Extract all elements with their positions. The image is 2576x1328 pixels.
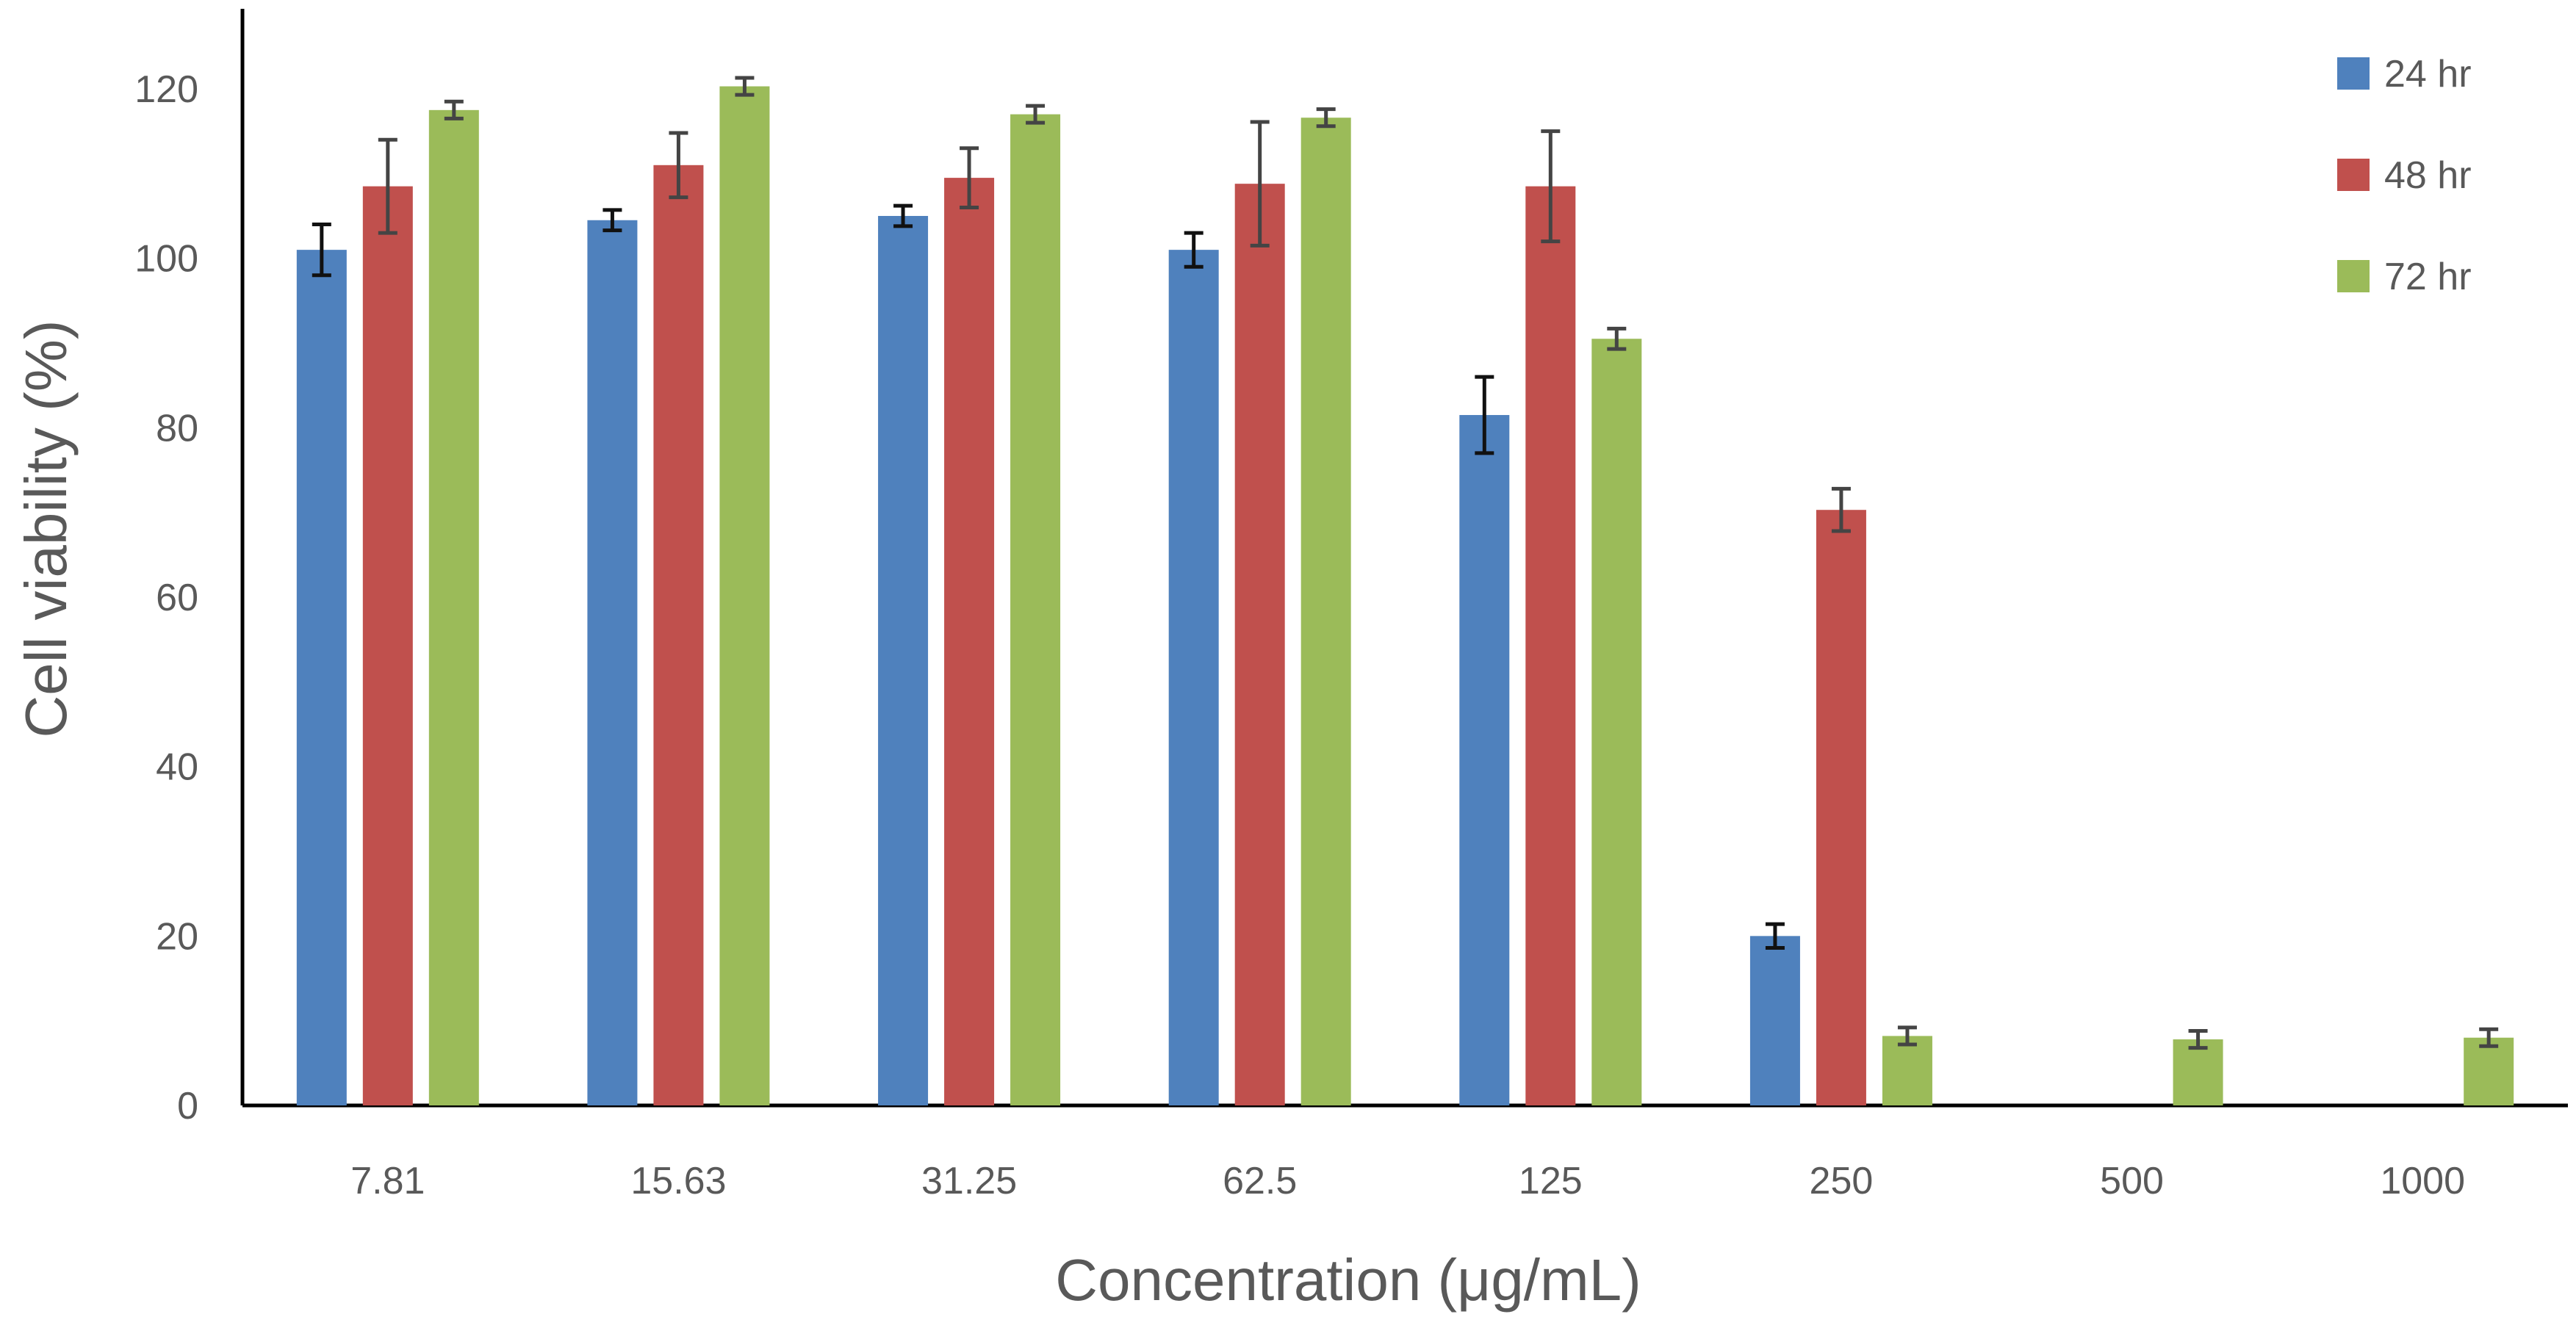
error-bar xyxy=(2188,1029,2208,1050)
error-bars xyxy=(312,76,2499,1050)
bar xyxy=(587,220,638,1106)
y-tick-label: 80 xyxy=(156,407,198,450)
bar xyxy=(2464,1037,2514,1105)
legend-swatch xyxy=(2337,159,2370,191)
legend-swatch xyxy=(2337,260,2370,292)
x-tick-label: 62.5 xyxy=(1223,1160,1297,1202)
y-axis-title: Cell viability (%) xyxy=(13,320,79,738)
bar xyxy=(1010,114,1061,1106)
error-bar xyxy=(1316,107,1336,129)
x-tick-label: 7.81 xyxy=(350,1160,425,1202)
x-tick-label: 31.25 xyxy=(921,1160,1017,1202)
error-bar xyxy=(1831,486,1851,533)
legend-label: 24 hr xyxy=(2384,53,2472,95)
bar xyxy=(1816,510,1866,1105)
y-tick-label: 20 xyxy=(156,915,198,958)
bar xyxy=(1525,186,1576,1106)
y-tick-label: 0 xyxy=(177,1085,198,1127)
bar xyxy=(1882,1036,1932,1105)
legend-label: 72 hr xyxy=(2384,256,2472,298)
y-axis-ticks: 0 20 40 60 80 100 120 xyxy=(134,68,198,1127)
bar xyxy=(2173,1039,2223,1105)
error-bar xyxy=(1607,326,1627,351)
error-bar xyxy=(1184,231,1204,269)
error-bar xyxy=(1897,1025,1917,1047)
bar xyxy=(719,86,770,1105)
error-bar xyxy=(735,76,755,97)
x-axis-ticks: 7.81 15.63 31.25 62.5 125 250 500 1000 xyxy=(350,1160,2465,1202)
bar xyxy=(296,250,347,1106)
bar xyxy=(1459,415,1510,1105)
error-bar xyxy=(602,208,622,233)
legend-label: 48 hr xyxy=(2384,154,2472,197)
bar xyxy=(653,165,704,1105)
error-bar xyxy=(960,146,979,209)
bar-marks xyxy=(296,86,2514,1106)
x-tick-label: 15.63 xyxy=(630,1160,726,1202)
bar xyxy=(1749,936,1800,1105)
error-bar xyxy=(378,137,397,235)
bar xyxy=(878,216,929,1105)
bar xyxy=(1591,339,1642,1105)
error-bar xyxy=(312,223,331,278)
error-bar xyxy=(1250,120,1270,248)
x-tick-label: 1000 xyxy=(2380,1160,2465,1202)
error-bar xyxy=(1765,922,1785,950)
x-tick-label: 125 xyxy=(1519,1160,1583,1202)
bar xyxy=(1234,184,1285,1105)
error-bar xyxy=(2479,1027,2499,1048)
error-bar xyxy=(1541,129,1561,244)
error-bar xyxy=(1026,104,1046,125)
x-axis-title: Concentration (μg/mL) xyxy=(1055,1247,1641,1313)
bar xyxy=(362,186,413,1106)
x-tick-label: 500 xyxy=(2100,1160,2164,1202)
legend: 24 hr 48 hr 72 hr xyxy=(2337,53,2472,298)
bar xyxy=(428,109,479,1105)
error-bar xyxy=(1475,375,1494,455)
bar xyxy=(1168,250,1219,1106)
y-tick-label: 40 xyxy=(156,746,198,789)
y-tick-label: 100 xyxy=(134,238,198,281)
bar xyxy=(944,178,995,1106)
legend-swatch xyxy=(2337,57,2370,90)
error-bar xyxy=(669,131,688,200)
error-bar xyxy=(444,99,464,120)
y-tick-label: 60 xyxy=(156,577,198,619)
y-tick-label: 120 xyxy=(134,68,198,111)
x-tick-label: 250 xyxy=(1810,1160,1874,1202)
error-bar xyxy=(893,203,913,228)
bar xyxy=(1300,118,1351,1105)
